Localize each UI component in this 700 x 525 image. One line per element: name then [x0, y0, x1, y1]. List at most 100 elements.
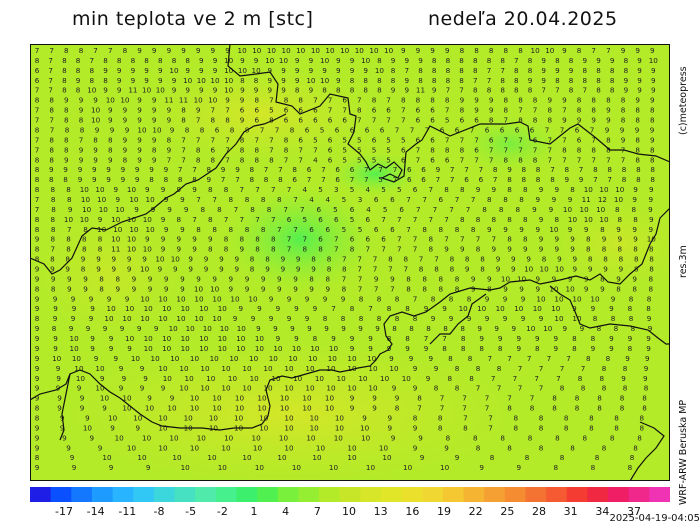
grid-value: 9 — [112, 265, 117, 274]
grid-value: 9 — [591, 344, 596, 353]
grid-value: 9 — [624, 86, 629, 95]
grid-value: 8 — [533, 155, 538, 164]
grid-value: 7 — [413, 215, 418, 224]
grid-value: 10 — [242, 364, 252, 373]
grid-value: 7 — [48, 86, 53, 95]
grid-value: 8 — [498, 344, 503, 353]
grid-value: 8 — [185, 56, 190, 65]
grid-value: 10 — [155, 255, 165, 264]
grid-value: 8 — [116, 274, 121, 283]
grid-value: 8 — [327, 255, 332, 264]
grid-value: 8 — [646, 304, 651, 313]
colorbar-tick-label: 4 — [282, 505, 290, 518]
grid-value: 9 — [170, 126, 175, 135]
colorbar-swatch — [319, 487, 341, 502]
grid-value: 8 — [350, 304, 355, 313]
grid-value: 7 — [271, 185, 276, 194]
grid-value: 8 — [290, 126, 295, 135]
grid-value: 10 — [212, 314, 222, 323]
grid-value: 10 — [80, 215, 90, 224]
grid-value: 10 — [403, 463, 413, 472]
grid-value: 5 — [381, 185, 386, 194]
grid-value: 6 — [309, 225, 314, 234]
grid-value: 8 — [525, 453, 530, 462]
grid-value: 9 — [103, 86, 108, 95]
grid-value: 8 — [455, 364, 460, 373]
grid-value: 8 — [640, 414, 645, 423]
grid-value: 9 — [281, 255, 286, 264]
grid-value: 9 — [391, 433, 396, 442]
colorbar-swatch — [133, 487, 155, 502]
colorbar-swatch — [30, 487, 52, 502]
grid-value: 8 — [377, 76, 382, 85]
grid-value: 7 — [181, 155, 186, 164]
grid-value: 9 — [212, 274, 217, 283]
grid-value: 7 — [313, 145, 318, 154]
grid-value: 9 — [145, 185, 150, 194]
grid-value: 8 — [624, 66, 629, 75]
border-line — [227, 44, 670, 183]
grid-value: 5 — [397, 185, 402, 194]
grid-value: 9 — [273, 324, 278, 333]
grid-value: 7 — [35, 86, 40, 95]
grid-value: 9 — [507, 165, 512, 174]
grid-value: 8 — [649, 265, 654, 274]
grid-value: 9 — [532, 205, 537, 214]
grid-value: 8 — [67, 195, 72, 204]
grid-value: 6 — [430, 116, 435, 125]
grid-value: 8 — [392, 324, 397, 333]
grid-value: 5 — [320, 126, 325, 135]
grid-value: 9 — [62, 433, 67, 442]
grid-value: 6 — [439, 195, 444, 204]
grid-value: 9 — [135, 165, 140, 174]
colorbar-swatch — [463, 487, 485, 502]
grid-value: 9 — [140, 384, 145, 393]
grid-value: 7 — [364, 165, 369, 174]
grid-value: 8 — [158, 56, 163, 65]
grid-value: 9 — [489, 96, 494, 105]
grid-value: 9 — [192, 245, 197, 254]
grid-value: 8 — [624, 56, 629, 65]
grid-value: 9 — [147, 394, 152, 403]
grid-value: 8 — [482, 205, 487, 214]
grid-value: 9 — [137, 324, 142, 333]
grid-value: 9 — [405, 86, 410, 95]
grid-value: 8 — [363, 76, 368, 85]
grid-value: 8 — [131, 56, 136, 65]
grid-value: 7 — [260, 126, 265, 135]
grid-value: 8 — [560, 384, 565, 393]
grid-value: 10 — [402, 374, 412, 383]
grid-value: 8 — [229, 195, 234, 204]
grid-value: 9 — [536, 225, 541, 234]
grid-value: 9 — [573, 255, 578, 264]
grid-value: 10 — [369, 46, 379, 55]
grid-value: 10 — [531, 46, 541, 55]
grid-value: 8 — [229, 225, 234, 234]
grid-value: 9 — [294, 334, 299, 343]
grid-value: 7 — [440, 404, 445, 413]
grid-value: 9 — [127, 255, 132, 264]
grid-value: 10 — [296, 46, 306, 55]
grid-value: 8 — [649, 284, 654, 293]
grid-value: 9 — [92, 175, 97, 184]
grid-value: 9 — [151, 205, 156, 214]
grid-value: 8 — [631, 324, 636, 333]
grid-value: 10 — [95, 185, 105, 194]
grid-value: 9 — [503, 225, 508, 234]
grid-value: 9 — [649, 195, 654, 204]
grid-value: 5 — [358, 225, 363, 234]
grid-value: 9 — [240, 86, 245, 95]
grid-value: 6 — [328, 145, 333, 154]
grid-value: 8 — [359, 314, 364, 323]
grid-value: 10 — [302, 394, 312, 403]
grid-value: 7 — [440, 394, 445, 403]
grid-value: 8 — [255, 235, 260, 244]
colorbar-swatch — [195, 487, 217, 502]
grid-value: 6 — [386, 106, 391, 115]
grid-value: 8 — [632, 284, 637, 293]
grid-value: 8 — [298, 96, 303, 105]
grid-value: 8 — [621, 96, 626, 105]
grid-value: 8 — [81, 265, 86, 274]
grid-value: 8 — [581, 384, 586, 393]
grid-value: 10 — [194, 294, 204, 303]
